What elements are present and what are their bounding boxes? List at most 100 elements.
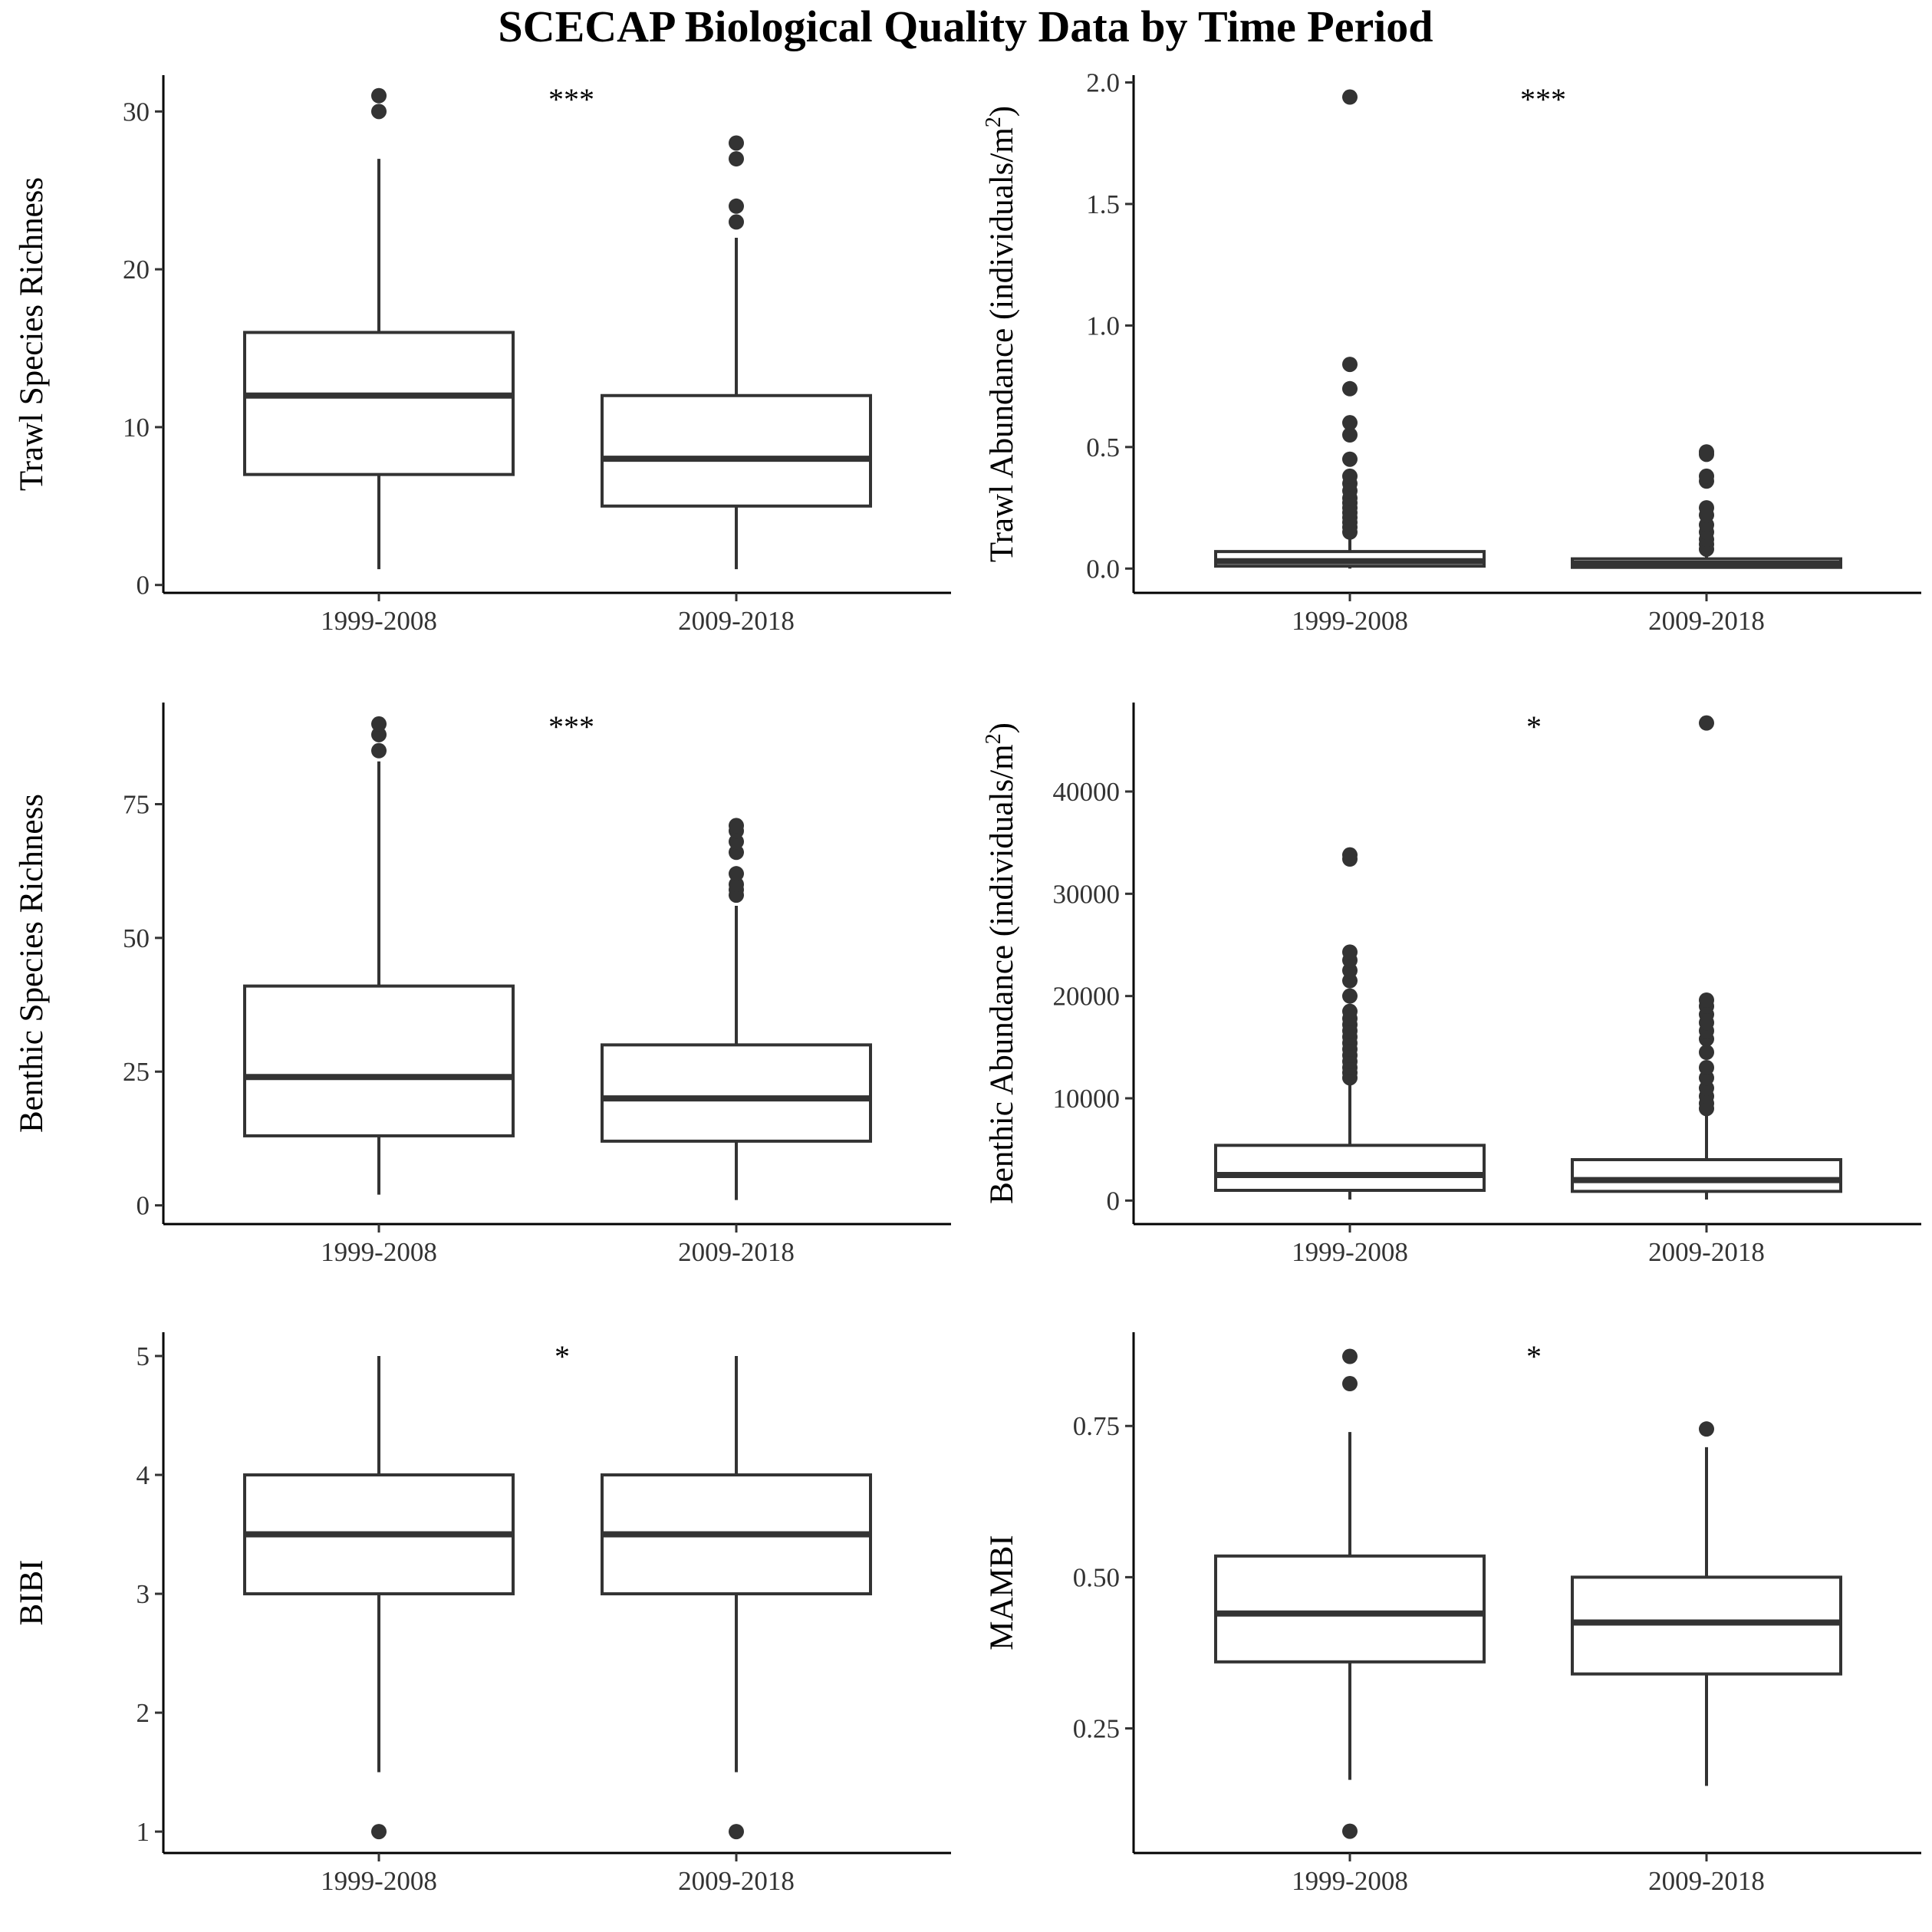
box-1999-2008 bbox=[1214, 89, 1486, 569]
x-tick-label: 1999-2008 bbox=[321, 1866, 437, 1896]
y-axis-label: Trawl Abundance (individuals/m2) bbox=[982, 106, 1020, 562]
x-tick-label: 1999-2008 bbox=[321, 1237, 437, 1267]
y-tick-label: 20000 bbox=[1053, 982, 1121, 1012]
outlier-point bbox=[1342, 988, 1358, 1004]
outlier-point bbox=[729, 151, 744, 167]
box-iqr bbox=[243, 984, 515, 1137]
y-tick-label: 2.0 bbox=[1086, 68, 1120, 98]
outlier-point bbox=[1699, 1421, 1714, 1437]
outlier-point bbox=[1699, 500, 1714, 516]
box-2009-2018 bbox=[601, 135, 872, 570]
box-iqr bbox=[1571, 1158, 1842, 1193]
outlier-point bbox=[1342, 89, 1358, 105]
box-iqr bbox=[1214, 1144, 1486, 1193]
significance-label: *** bbox=[1520, 82, 1566, 117]
outlier-point bbox=[1342, 380, 1358, 397]
box-1999-2008 bbox=[243, 1356, 515, 1840]
outlier-point bbox=[371, 104, 387, 120]
box-1999-2008 bbox=[243, 87, 515, 570]
y-tick-label: 3 bbox=[137, 1579, 150, 1609]
box-2009-2018 bbox=[1571, 444, 1842, 569]
panel-4: 0 10000 20000 30000 40000 1999-2008 2009-2018 B… bbox=[982, 703, 1921, 1267]
y-tick-label: 25 bbox=[123, 1057, 150, 1087]
x-tick-label: 1999-2008 bbox=[1292, 606, 1408, 636]
box-2009-2018 bbox=[601, 1356, 872, 1840]
outlier-point bbox=[371, 726, 387, 742]
x-tick-label: 2009-2018 bbox=[678, 1866, 795, 1896]
y-tick-label: 30000 bbox=[1053, 879, 1121, 909]
x-tick-label: 2009-2018 bbox=[678, 606, 795, 636]
y-tick-label: 1 bbox=[137, 1817, 150, 1847]
outlier-point bbox=[1699, 468, 1714, 484]
panel-2: 0.0 0.5 1.0 1.5 2.0 1999-2008 2009-2018 Trawl A… bbox=[982, 68, 1921, 636]
outlier-point bbox=[729, 1824, 744, 1840]
outlier-point bbox=[371, 1824, 387, 1840]
y-tick-label: 0.50 bbox=[1073, 1562, 1120, 1592]
box-iqr bbox=[243, 331, 515, 476]
y-tick-label: 0 bbox=[1107, 1186, 1121, 1216]
panel-5: 1 2 3 4 5 1999-2008 2009-2018 BIBI * bbox=[14, 1332, 951, 1896]
x-tick-label: 1999-2008 bbox=[1292, 1866, 1408, 1896]
outlier-point bbox=[1342, 944, 1358, 960]
outlier-point bbox=[1342, 1823, 1358, 1839]
box-iqr bbox=[601, 393, 872, 508]
y-tick-label: 4 bbox=[137, 1460, 150, 1490]
box-1999-2008 bbox=[243, 716, 515, 1195]
outlier-point bbox=[1342, 357, 1358, 373]
y-tick-label: 5 bbox=[137, 1341, 150, 1371]
x-tick-label: 2009-2018 bbox=[678, 1237, 795, 1267]
outlier-point bbox=[729, 818, 744, 834]
outlier-point bbox=[1342, 451, 1358, 467]
x-tick-label: 2009-2018 bbox=[1648, 1237, 1765, 1267]
y-tick-label: 1.0 bbox=[1086, 311, 1120, 341]
outlier-point bbox=[729, 198, 744, 214]
outlier-point bbox=[1699, 1045, 1714, 1060]
outlier-point bbox=[729, 844, 744, 861]
y-axis-label: Trawl Species Richness bbox=[14, 177, 50, 491]
outlier-point bbox=[1699, 992, 1714, 1008]
outlier-point bbox=[729, 135, 744, 151]
outlier-point bbox=[1342, 468, 1358, 484]
x-tick-label: 2009-2018 bbox=[1648, 606, 1765, 636]
x-tick-label: 1999-2008 bbox=[1292, 1237, 1408, 1267]
outlier-point bbox=[729, 866, 744, 882]
significance-label: *** bbox=[548, 709, 594, 744]
y-axis-label: Benthic Abundance (individuals/m2) bbox=[982, 722, 1020, 1204]
significance-label: * bbox=[1526, 709, 1542, 744]
outlier-point bbox=[371, 87, 387, 104]
box-1999-2008 bbox=[1214, 847, 1486, 1200]
outlier-point bbox=[1342, 427, 1358, 443]
y-tick-label: 75 bbox=[123, 790, 150, 820]
y-tick-label: 20 bbox=[123, 255, 150, 285]
panel-3: 0 25 50 75 1999-2008 2009-2018 Benthic Species… bbox=[14, 703, 951, 1267]
significance-label: * bbox=[1526, 1339, 1542, 1374]
outlier-point bbox=[1699, 444, 1714, 460]
y-tick-label: 0.5 bbox=[1086, 433, 1120, 462]
box-2009-2018 bbox=[601, 818, 872, 1200]
outlier-point bbox=[371, 742, 387, 759]
y-tick-label: 0.0 bbox=[1086, 554, 1120, 584]
significance-label: *** bbox=[548, 82, 594, 117]
x-tick-label: 1999-2008 bbox=[321, 606, 437, 636]
x-tick-label: 2009-2018 bbox=[1648, 1866, 1765, 1896]
outlier-point bbox=[1699, 715, 1714, 731]
panel-1: 0 10 20 30 1999-2008 2009-2018 Trawl Species R… bbox=[14, 75, 951, 636]
box-1999-2008 bbox=[1214, 1348, 1486, 1839]
outlier-point bbox=[729, 834, 744, 850]
y-tick-label: 2 bbox=[137, 1698, 150, 1728]
y-tick-label: 30 bbox=[123, 97, 150, 127]
outlier-point bbox=[1699, 1060, 1714, 1075]
outlier-point bbox=[729, 877, 744, 893]
significance-label: * bbox=[555, 1339, 570, 1374]
box-2009-2018 bbox=[1571, 1421, 1842, 1786]
y-tick-label: 50 bbox=[123, 923, 150, 953]
y-tick-label: 40000 bbox=[1053, 777, 1121, 807]
outlier-point bbox=[371, 716, 387, 732]
y-tick-label: 0.75 bbox=[1073, 1411, 1120, 1441]
y-tick-label: 0.25 bbox=[1073, 1714, 1120, 1744]
outlier-point bbox=[1342, 1348, 1358, 1364]
outlier-point bbox=[1342, 415, 1358, 431]
outlier-point bbox=[1342, 1003, 1358, 1019]
